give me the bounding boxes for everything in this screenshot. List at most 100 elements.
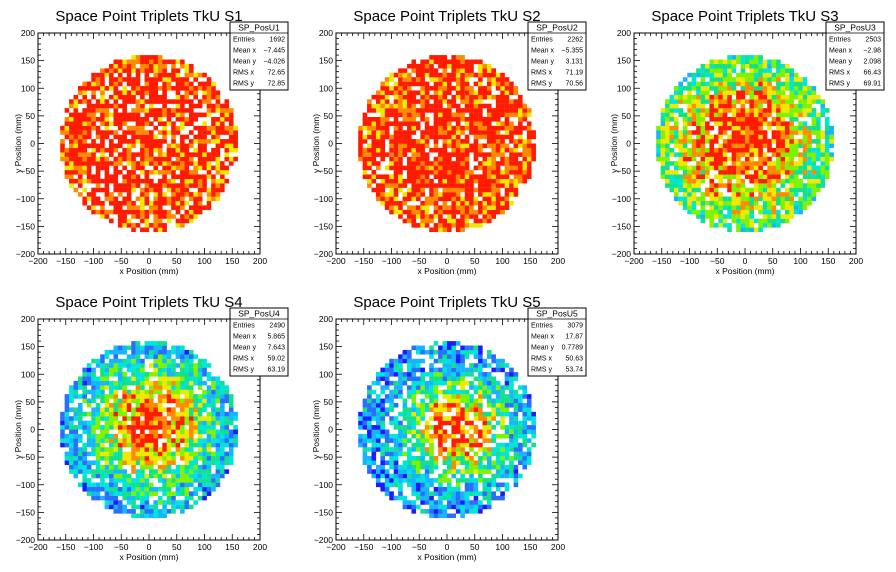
heatmap-bin — [709, 63, 715, 69]
heatmap-bin — [460, 130, 465, 135]
heatmap-bin — [789, 116, 794, 122]
heatmap-bin — [380, 90, 385, 96]
heatmap-bin — [740, 227, 746, 233]
heatmap-bin — [451, 103, 457, 109]
heatmap-bin — [407, 196, 412, 202]
heatmap-bin — [389, 121, 394, 126]
heatmap-bin — [193, 456, 198, 461]
heatmap-bin — [91, 90, 96, 96]
heatmap-bin — [740, 200, 746, 206]
heatmap-bin — [829, 152, 834, 157]
heatmap-bin — [197, 429, 203, 435]
heatmap-bin — [380, 152, 385, 157]
x-tick-label: −150 — [354, 256, 373, 266]
heatmap-bin — [482, 156, 488, 162]
heatmap-bin — [91, 491, 96, 496]
heatmap-bin — [211, 187, 216, 193]
heatmap-bin — [144, 218, 150, 224]
heatmap-bin — [135, 473, 141, 479]
heatmap-bin — [104, 354, 110, 359]
heatmap-bin — [197, 402, 203, 408]
heatmap-bin — [206, 86, 212, 91]
heatmap-bin — [157, 86, 163, 91]
heatmap-bin — [144, 86, 150, 91]
heatmap-bin — [718, 94, 723, 100]
heatmap-bin — [784, 134, 790, 140]
heatmap-bin — [117, 134, 123, 140]
heatmap-bin — [113, 451, 119, 457]
heatmap-bin — [424, 143, 430, 149]
heatmap-bin — [82, 187, 87, 193]
heatmap-bin — [184, 460, 190, 466]
heatmap-bin — [411, 174, 417, 180]
heatmap-bin — [447, 161, 452, 166]
heatmap-bin — [718, 90, 723, 96]
heatmap-bin — [722, 130, 728, 135]
heatmap-bin — [433, 55, 439, 60]
heatmap-bin — [380, 174, 385, 180]
heatmap-bin — [451, 55, 457, 60]
heatmap-bin — [95, 469, 101, 474]
heatmap-bin — [447, 170, 452, 175]
heatmap-bin — [73, 456, 79, 461]
heatmap-bin — [117, 425, 123, 430]
heatmap-bin — [767, 86, 772, 91]
heatmap-bin — [784, 174, 790, 180]
heatmap-bin — [91, 103, 96, 109]
heatmap-bin — [175, 451, 181, 457]
heatmap-bin — [789, 130, 794, 135]
heatmap-bin — [162, 363, 167, 368]
heatmap-bin — [193, 398, 198, 404]
heatmap-bin — [220, 398, 225, 404]
heatmap-bin — [407, 121, 412, 126]
heatmap-bin — [469, 90, 474, 96]
heatmap-bin — [193, 200, 198, 206]
heatmap-bin — [762, 112, 768, 118]
heatmap-bin — [451, 161, 457, 166]
heatmap-bin — [705, 174, 710, 180]
heatmap-bin — [451, 152, 457, 157]
heatmap-bin — [215, 116, 221, 122]
heatmap-bin — [504, 178, 510, 184]
heatmap-bin — [393, 205, 399, 210]
heatmap-bin — [113, 473, 119, 479]
heatmap-bin — [709, 156, 715, 162]
stats-box-name: SP_PosU2 — [536, 23, 578, 33]
heatmap-bin — [220, 130, 225, 135]
heatmap-bin — [424, 165, 430, 171]
heatmap-bin — [206, 376, 212, 382]
heatmap-bin — [193, 416, 198, 421]
heatmap-bin — [104, 363, 110, 368]
heatmap-bin — [776, 170, 781, 175]
heatmap-bin — [135, 196, 141, 202]
heatmap-bin — [131, 68, 136, 73]
heatmap-bin — [144, 486, 150, 492]
heatmap-bin — [104, 372, 110, 377]
heatmap-bin — [784, 99, 790, 104]
heatmap-bin — [220, 116, 225, 122]
heatmap-bin — [135, 223, 141, 228]
heatmap-bin — [438, 196, 443, 202]
heatmap-bin — [398, 165, 403, 171]
heatmap-bin — [513, 130, 519, 135]
heatmap-bin — [665, 161, 670, 166]
heatmap-bin — [149, 55, 154, 60]
heatmap-bin — [175, 380, 181, 386]
heatmap-bin — [482, 152, 488, 157]
heatmap-bin — [131, 451, 136, 457]
heatmap-bin — [95, 389, 101, 395]
heatmap-bin — [153, 385, 159, 390]
heatmap-bin — [104, 209, 110, 215]
heatmap-bin — [122, 358, 127, 364]
heatmap-bin — [486, 165, 492, 171]
heatmap-bin — [469, 68, 474, 73]
heatmap-bin — [100, 464, 105, 470]
heatmap-bin — [767, 99, 772, 104]
stats-value: −2.98 — [863, 48, 881, 55]
heatmap-bin — [122, 86, 127, 91]
heatmap-bin — [95, 196, 101, 202]
heatmap-bin — [91, 433, 96, 439]
heatmap-bin — [206, 398, 212, 404]
heatmap-bin — [451, 68, 457, 73]
heatmap-bin — [149, 380, 154, 386]
